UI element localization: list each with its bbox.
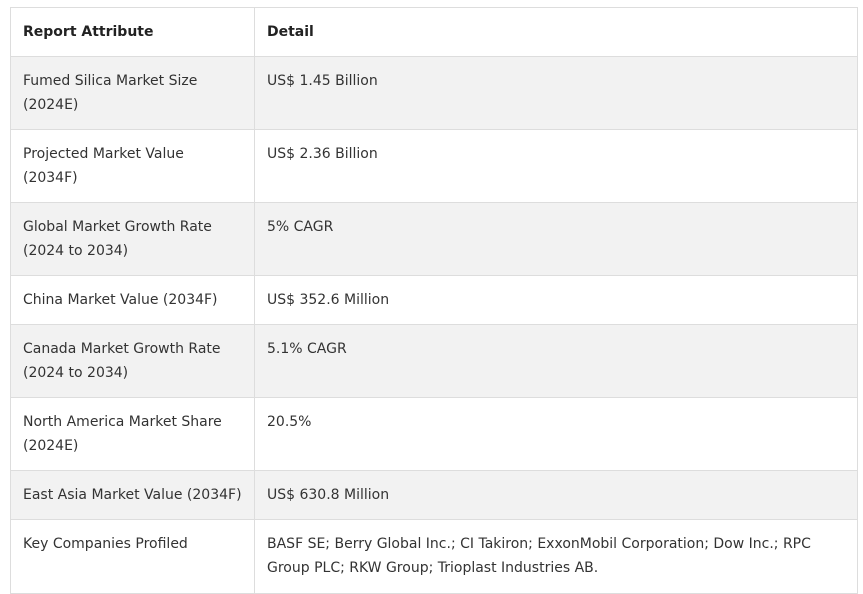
row-attribute: Global Market Growth Rate (2024 to 2034)	[10, 202, 255, 276]
row-attribute: Key Companies Profiled	[10, 519, 255, 594]
row-detail: 5% CAGR	[254, 202, 858, 276]
table-row: Global Market Growth Rate (2024 to 2034)…	[10, 202, 858, 276]
table-row: China Market Value (2034F) US$ 352.6 Mil…	[10, 275, 858, 325]
table-row: Fumed Silica Market Size (2024E) US$ 1.4…	[10, 56, 858, 130]
row-attribute: North America Market Share (2024E)	[10, 397, 255, 471]
table-row: Projected Market Value (2034F) US$ 2.36 …	[10, 129, 858, 203]
row-attribute: Projected Market Value (2034F)	[10, 129, 255, 203]
row-attribute: Canada Market Growth Rate (2024 to 2034)	[10, 324, 255, 398]
row-detail: US$ 352.6 Million	[254, 275, 858, 325]
row-detail: 20.5%	[254, 397, 858, 471]
report-attributes-table: Report Attribute Detail Fumed Silica Mar…	[10, 7, 858, 594]
header-detail: Detail	[254, 7, 858, 57]
table-row: East Asia Market Value (2034F) US$ 630.8…	[10, 470, 858, 520]
table-row: Key Companies Profiled BASF SE; Berry Gl…	[10, 519, 858, 594]
row-attribute: China Market Value (2034F)	[10, 275, 255, 325]
row-detail: US$ 2.36 Billion	[254, 129, 858, 203]
table-row: North America Market Share (2024E) 20.5%	[10, 397, 858, 471]
header-report-attribute: Report Attribute	[10, 7, 255, 57]
table-row: Canada Market Growth Rate (2024 to 2034)…	[10, 324, 858, 398]
row-detail: US$ 630.8 Million	[254, 470, 858, 520]
row-detail: 5.1% CAGR	[254, 324, 858, 398]
table-header-row: Report Attribute Detail	[10, 7, 858, 57]
row-detail: BASF SE; Berry Global Inc.; CI Takiron; …	[254, 519, 858, 594]
row-attribute: East Asia Market Value (2034F)	[10, 470, 255, 520]
row-attribute: Fumed Silica Market Size (2024E)	[10, 56, 255, 130]
row-detail: US$ 1.45 Billion	[254, 56, 858, 130]
